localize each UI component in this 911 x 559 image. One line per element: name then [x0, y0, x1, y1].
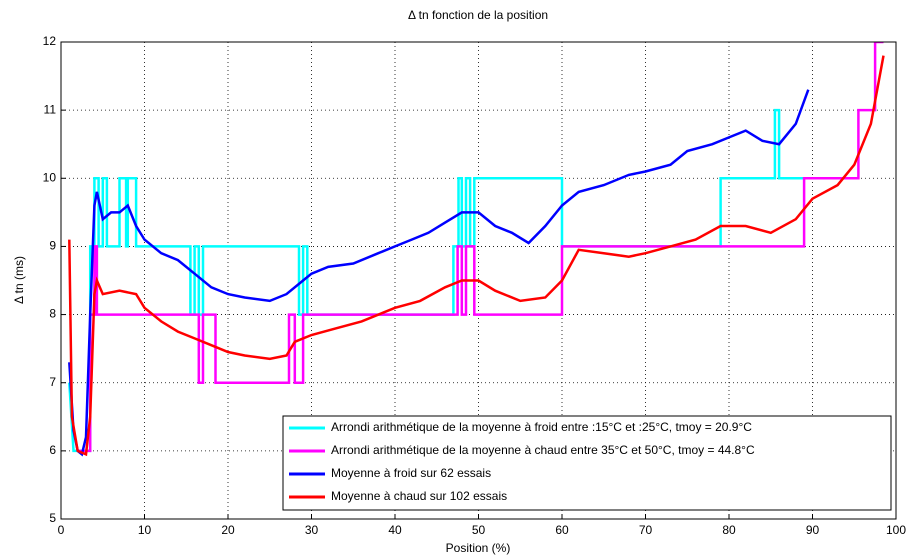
x-tick-label: 50: [472, 523, 486, 537]
chart-title: Δ tn fonction de la position: [408, 8, 548, 22]
line-series: [68, 55, 885, 457]
legend-label: Arrondi arithmétique de la moyenne à fro…: [331, 420, 752, 434]
y-tick-label: 9: [49, 239, 56, 253]
x-tick-label: 80: [722, 523, 736, 537]
x-tick-label: 100: [886, 523, 906, 537]
x-tick-label: 30: [305, 523, 319, 537]
x-tick-label: 70: [639, 523, 653, 537]
y-tick-label: 6: [49, 443, 56, 457]
legend-box: [282, 415, 892, 511]
line-series: [68, 89, 810, 457]
x-axis-label: Position (%): [446, 541, 511, 555]
legend-label: Arrondi arithmétique de la moyenne à cha…: [331, 443, 755, 457]
x-tick-label: 90: [806, 523, 820, 537]
line-series: [77, 42, 884, 453]
y-tick-label: 11: [44, 102, 57, 116]
x-tick-label: 40: [388, 523, 402, 537]
y-axis-label: Δ tn (ms): [12, 256, 26, 304]
x-tick-label: 20: [221, 523, 235, 537]
plot-frame: [60, 41, 897, 520]
y-tick-label: 7: [49, 375, 56, 389]
x-tick-label: 10: [138, 523, 152, 537]
legend-label: Moyenne à froid sur 62 essais: [331, 466, 491, 480]
x-tick-label: 60: [555, 523, 569, 537]
x-tick-label: 0: [58, 523, 65, 537]
legend-label: Moyenne à chaud sur 102 essais: [331, 489, 507, 503]
y-tick-label: 8: [49, 307, 56, 321]
y-tick-label: 5: [49, 511, 56, 525]
y-tick-label: 10: [43, 170, 57, 184]
y-tick-label: 12: [43, 34, 57, 48]
